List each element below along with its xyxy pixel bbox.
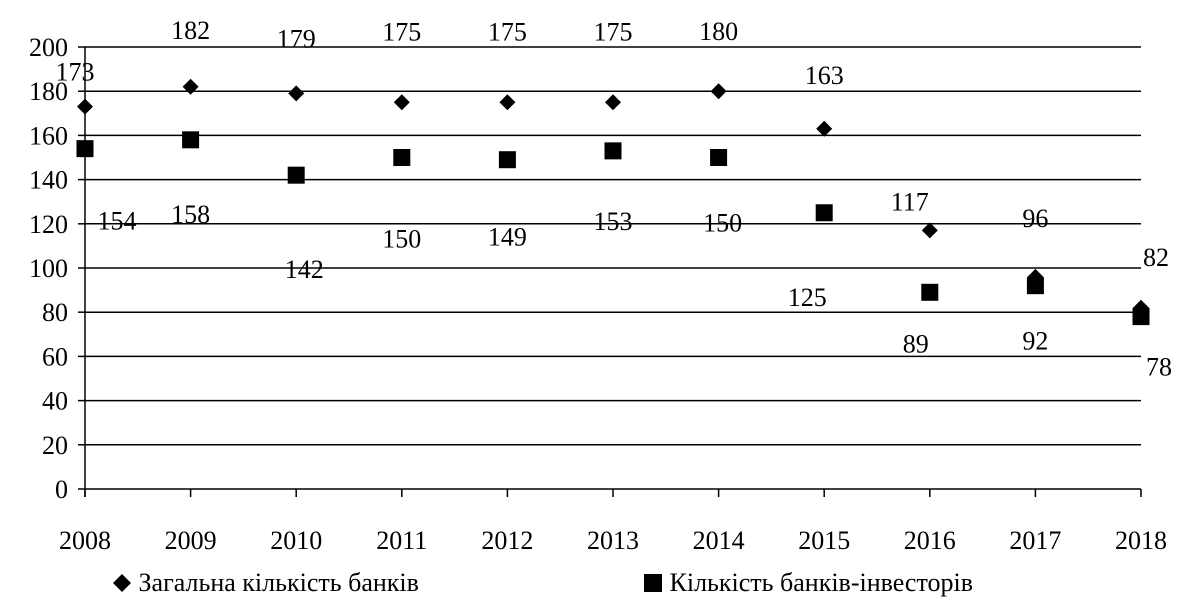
data-label-total-banks: 180	[699, 17, 738, 46]
data-label-investor-banks: 92	[1022, 327, 1048, 356]
marker-total-banks	[288, 85, 305, 102]
y-tick-labels: 0 20 40 60 80 100 120 140 160 180 200	[29, 33, 68, 504]
x-tick-label: 2015	[798, 526, 850, 555]
x-tick-label: 2010	[270, 526, 322, 555]
data-label-total-banks: 163	[805, 61, 844, 90]
data-label-investor-banks: 150	[382, 225, 421, 254]
data-label-total-banks: 173	[56, 58, 95, 87]
marker-total-banks	[816, 120, 833, 137]
data-label-investor-banks: 153	[594, 207, 633, 236]
data-label-investor-banks: 89	[903, 329, 929, 358]
data-label-investor-banks: 150	[703, 209, 742, 238]
x-tick-label: 2018	[1115, 526, 1167, 555]
x-tick-label: 2016	[904, 526, 956, 555]
data-label-investor-banks: 158	[171, 200, 210, 229]
marker-investor-banks	[182, 131, 200, 149]
y-tick-label: 100	[29, 254, 68, 283]
y-tick-label: 40	[42, 387, 68, 416]
data-label-investor-banks: 149	[488, 223, 527, 252]
y-tick-label: 200	[29, 33, 68, 62]
y-tick-label: 20	[42, 431, 68, 460]
y-tick-label: 120	[29, 210, 68, 239]
marker-total-banks	[77, 98, 93, 115]
marker-investor-banks	[1132, 308, 1150, 326]
marker-investor-banks	[604, 142, 622, 160]
legend-label-total-banks: Загальна кількість банків	[138, 568, 419, 598]
x-tick-label: 2014	[693, 526, 745, 555]
marker-investor-banks	[921, 283, 939, 301]
y-tick-label: 80	[42, 298, 68, 327]
y-tick-label: 180	[29, 77, 68, 106]
gridlines	[85, 46, 1141, 446]
data-label-investor-banks: 142	[285, 255, 324, 284]
marker-total-banks	[393, 94, 410, 111]
legend-item-total-banks: Загальна кількість банків	[112, 566, 419, 598]
data-label-total-banks: 179	[277, 24, 316, 53]
axes	[78, 46, 1142, 497]
marker-total-banks	[605, 94, 621, 111]
data-label-total-banks: 175	[594, 17, 633, 46]
x-tick-label: 2011	[376, 526, 427, 555]
marker-investor-banks	[815, 204, 833, 222]
legend-label-investor-banks: Кількість банків-інвесторів	[669, 568, 974, 598]
x-tick-label: 2017	[1009, 526, 1061, 555]
x-tick-label: 2009	[165, 526, 217, 555]
legend-item-investor-banks: Кількість банків-інвесторів	[643, 566, 973, 598]
marker-total-banks	[710, 83, 727, 100]
marker-investor-banks	[1026, 277, 1044, 295]
y-tick-label: 60	[42, 342, 68, 371]
y-tick-label: 160	[29, 121, 68, 150]
marker-investor-banks	[498, 151, 516, 169]
data-label-investor-banks: 154	[98, 207, 137, 236]
marker-total-banks	[921, 222, 938, 239]
data-label-investor-banks: 125	[788, 283, 827, 312]
data-label-total-banks: 82	[1143, 243, 1169, 272]
data-label-total-banks: 175	[382, 17, 421, 46]
data-label-total-banks: 117	[891, 187, 929, 216]
data-label-total-banks: 96	[1022, 204, 1048, 233]
x-tick-label: 2013	[587, 526, 639, 555]
data-label-total-banks: 182	[171, 16, 210, 45]
x-tick-label: 2008	[59, 526, 111, 555]
marker-total-banks	[499, 94, 516, 111]
x-tick-labels: 2008 2009 2010 2011 2012 2013 2014 2015 2016 2017…	[59, 526, 1167, 555]
x-tick-label: 2012	[481, 526, 533, 555]
square-marker-icon	[644, 574, 662, 593]
data-markers	[76, 78, 1150, 326]
y-tick-label: 140	[29, 166, 68, 195]
data-label-investor-banks: 78	[1146, 353, 1172, 382]
marker-investor-banks	[393, 149, 411, 166]
marker-investor-banks	[76, 140, 94, 158]
data-labels: 173 182 179 175 175 175 180 163 117 96 82 154 158 142…	[56, 16, 1173, 382]
y-tick-label: 0	[55, 475, 68, 504]
marker-investor-banks	[287, 166, 305, 184]
diamond-marker-icon	[113, 574, 131, 593]
marker-investor-banks	[710, 149, 728, 166]
data-label-total-banks: 175	[488, 17, 527, 46]
marker-total-banks	[182, 78, 199, 95]
